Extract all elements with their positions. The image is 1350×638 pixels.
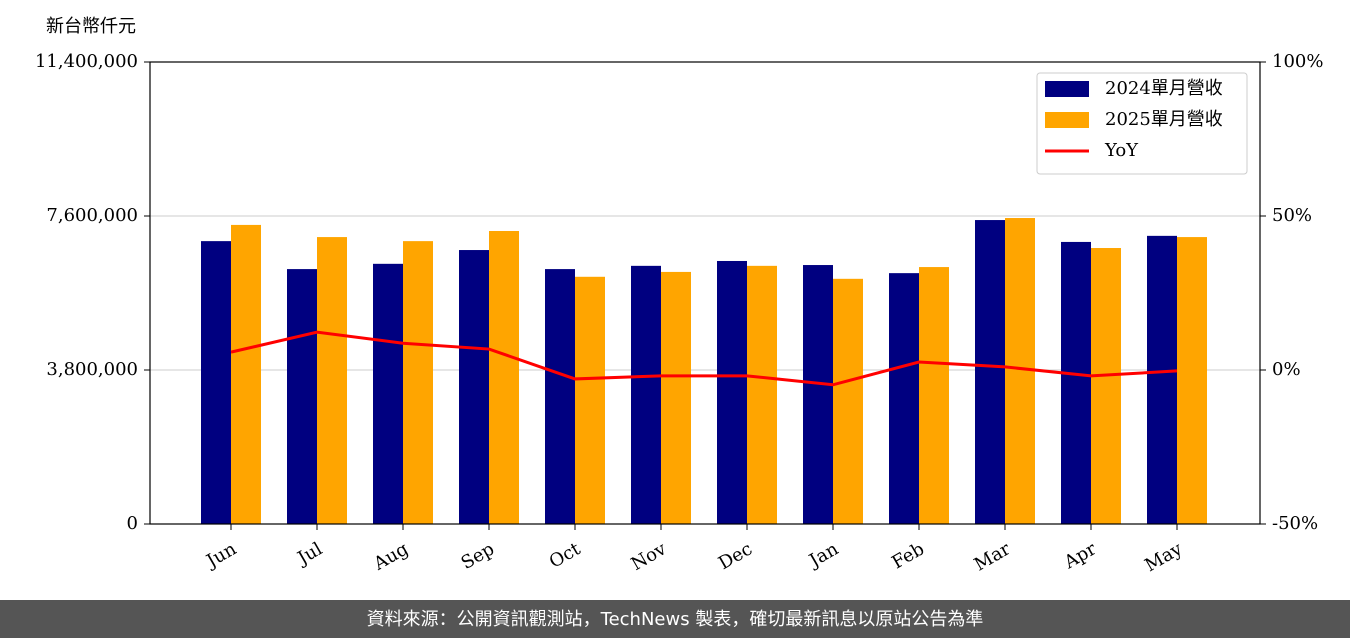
- line: [230, 330, 1178, 387]
- x-tick-label: May: [1141, 538, 1186, 576]
- bar: [1147, 235, 1177, 524]
- y-tick-label: 0: [127, 513, 138, 534]
- x-tick-label: Dec: [715, 538, 756, 574]
- legend-swatch: [1045, 81, 1089, 97]
- x-tick-label: Nov: [628, 538, 671, 575]
- bar: [489, 230, 519, 524]
- legend-label: YoY: [1104, 140, 1139, 161]
- bar: [373, 263, 403, 524]
- bar: [803, 265, 833, 524]
- bar: [631, 265, 661, 524]
- footer: 資料來源：公開資訊觀測站，TechNews 製表，確切最新訊息以原站公告為準: [0, 600, 1350, 638]
- footer-text: 資料來源：公開資訊觀測站，TechNews 製表，確切最新訊息以原站公告為準: [367, 609, 984, 630]
- x-tick-label: Oct: [546, 538, 585, 573]
- bar: [919, 267, 949, 524]
- bar: [833, 278, 863, 524]
- y2-tick-label: 50%: [1272, 205, 1312, 226]
- bar: [317, 237, 347, 525]
- legend-swatch: [1045, 112, 1089, 128]
- y-tick-label: 7,600,000: [46, 205, 138, 226]
- y-tick-label: 3,800,000: [46, 359, 138, 380]
- y2-tick-label: 100%: [1272, 51, 1323, 72]
- bar: [889, 273, 919, 524]
- bar: [575, 276, 605, 524]
- bar: [403, 241, 433, 524]
- bar: [201, 241, 231, 524]
- x-tick-label: Feb: [888, 538, 928, 573]
- y2-tick-label: -50%: [1272, 513, 1318, 534]
- legend-box: [1036, 72, 1248, 175]
- bar: [1091, 248, 1121, 524]
- y-tick-label: 11,400,000: [35, 51, 138, 72]
- bar: [545, 269, 575, 524]
- x-tick-label: Aug: [369, 538, 412, 575]
- bar: [747, 265, 777, 524]
- footer-bg: [0, 600, 1350, 638]
- x-tick-label: Jan: [804, 538, 842, 572]
- bar: [1061, 241, 1091, 525]
- x-tick-label: Apr: [1060, 538, 1100, 573]
- y2-tick-label: 0%: [1272, 359, 1301, 380]
- bar: [459, 250, 489, 524]
- bar: [717, 260, 747, 524]
- legend-label: 2025單月營收: [1105, 109, 1223, 130]
- bar: [287, 269, 317, 524]
- legend: 2024單月營收 2025單月營收 YoY: [1036, 72, 1248, 175]
- bar: [1177, 237, 1207, 525]
- x-tick-label: Jun: [201, 538, 240, 573]
- x-tick-label: Jul: [292, 538, 326, 570]
- x-tick-label: Sep: [458, 538, 498, 573]
- bar: [661, 271, 691, 524]
- marks: [201, 218, 1207, 525]
- y-axis-label: 新台幣仟元: [46, 16, 136, 37]
- bar: [231, 224, 261, 525]
- legend-label: 2024單月營收: [1105, 78, 1223, 99]
- bar: [975, 220, 1005, 525]
- plot-frame: [149, 61, 1261, 525]
- x-tick-label: Mar: [971, 538, 1015, 575]
